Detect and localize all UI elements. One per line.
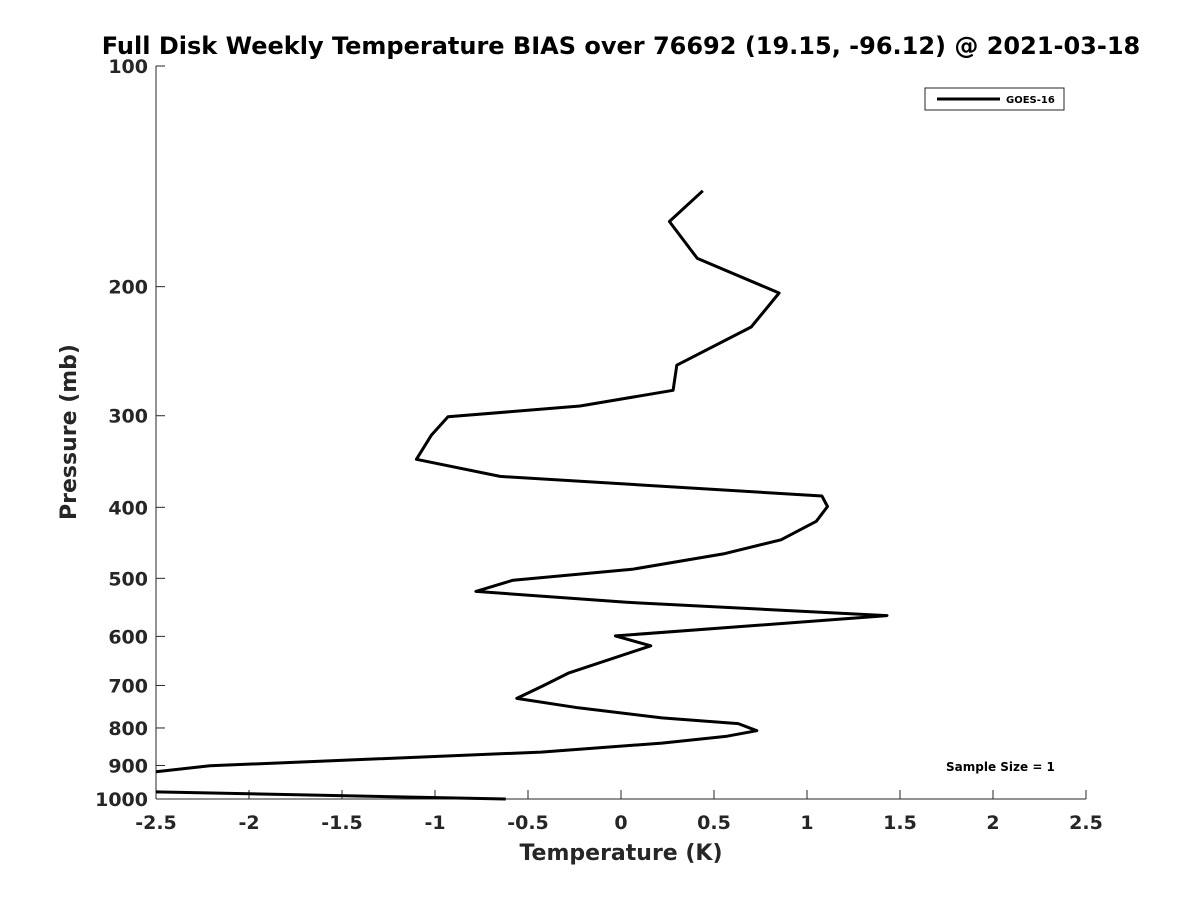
y-tick-label: 1000: [95, 789, 148, 811]
x-tick-label: 0.5: [697, 812, 731, 834]
series-lines: [155, 189, 889, 801]
y-axis-label: Pressure (mb): [57, 344, 82, 520]
chart-title: Full Disk Weekly Temperature BIAS over 7…: [102, 32, 1141, 60]
sample-size-annotation: Sample Size = 1: [946, 760, 1055, 774]
series-line-goes-16: [155, 189, 889, 774]
x-tick-label: -1: [424, 812, 445, 834]
x-tick-label: 2.5: [1069, 812, 1103, 834]
y-tick-label: 700: [108, 675, 148, 697]
x-axis-ticks: -2.5 -2 -1.5 -1 -0.5 0 0.5 1 1.5 2 2.5: [135, 790, 1103, 834]
x-tick-label: 1.5: [883, 812, 917, 834]
y-tick-label: 600: [108, 626, 148, 648]
y-tick-label: 400: [108, 497, 148, 519]
x-tick-label: -1.5: [321, 812, 363, 834]
legend: GOES-16: [924, 87, 1065, 111]
plot-area: -2.5 -2 -1.5 -1 -0.5 0 0.5 1 1.5 2 2.5 100 200 300 40…: [95, 56, 1103, 834]
y-tick-label: 800: [108, 718, 148, 740]
x-tick-label: 2: [986, 812, 999, 834]
x-tick-label: -0.5: [507, 812, 549, 834]
y-tick-label: 500: [108, 568, 148, 590]
x-tick-label: 1: [800, 812, 813, 834]
y-tick-label: 900: [108, 755, 148, 777]
y-tick-label: 200: [108, 277, 148, 299]
x-tick-label: -2.5: [135, 812, 177, 834]
y-tick-label: 100: [108, 56, 148, 78]
y-tick-label: 300: [108, 406, 148, 428]
x-tick-label: -2: [238, 812, 259, 834]
legend-entry-goes-16: GOES-16: [1006, 95, 1055, 106]
y-axis-ticks: 100 200 300 400 500 600 700 800 900 1000: [95, 56, 165, 811]
series-line-near-surface-segment: [155, 790, 506, 801]
x-tick-label: 0: [614, 812, 627, 834]
x-axis-label: Temperature (K): [519, 841, 722, 866]
